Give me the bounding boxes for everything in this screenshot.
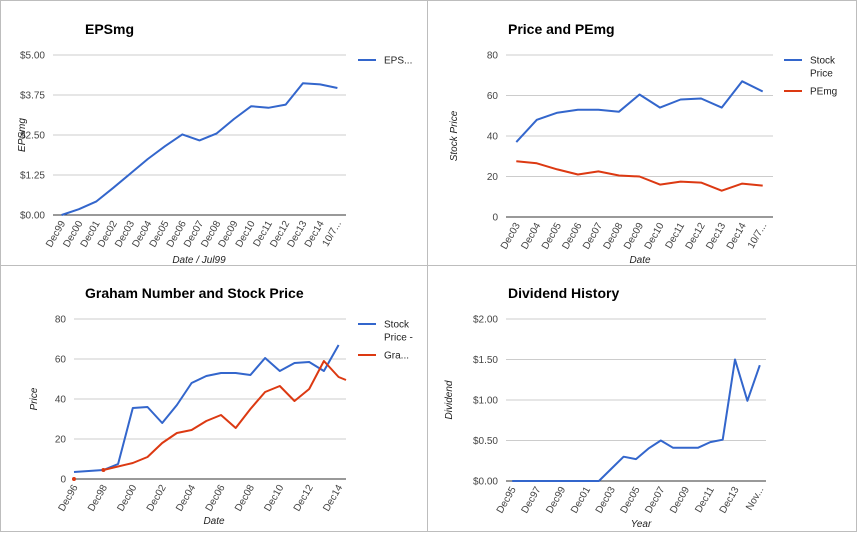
data-point-marker: [101, 468, 106, 472]
x-tick-label: Dec13: [718, 485, 742, 516]
y-tick-label: 60: [55, 355, 67, 366]
chart-panel-graham: Graham Number and Stock Price 0 20 40 60 80 De…: [0, 265, 428, 532]
x-tick-label: Dec09: [668, 485, 692, 516]
x-tick-label: Dec02: [145, 483, 169, 514]
y-tick-label: 80: [55, 315, 67, 326]
x-tick-label: Dec10: [262, 483, 286, 514]
x-tick-label: Dec98: [86, 483, 110, 514]
chart-body: Price and PEmg020406080Dec03Dec04Dec05De…: [449, 21, 837, 266]
x-tick-label: 10/7...: [746, 221, 769, 251]
legend-label: EPS...: [384, 56, 412, 67]
legend-label: Price -: [384, 333, 413, 344]
y-tick-label: $5.00: [20, 51, 45, 62]
y-tick-label: 0: [60, 475, 66, 486]
y-axis-label: Price: [29, 387, 40, 410]
x-tick-label: Dec08: [233, 483, 257, 514]
y-axis-label: EPSmg: [17, 118, 28, 152]
x-tick-label: Dec14: [321, 483, 345, 514]
x-tick-label: Dec06: [204, 483, 228, 514]
series-line-2: [516, 160, 763, 192]
legend-label: Gra...: [384, 351, 409, 362]
chart-title: EPSmg: [85, 21, 134, 37]
chart-epsmg: EPSmg$0.00$1.25$2.50$3.75$5.00Dec99Dec00…: [17, 21, 412, 266]
x-axis-label: Date: [629, 255, 651, 266]
x-tick-label: Dec12: [292, 483, 316, 514]
series-line-2: [103, 360, 347, 471]
chart-title: Price and PEmg: [508, 21, 615, 37]
x-tick-label: Dec01: [569, 485, 593, 516]
chart-body: Graham Number and Stock Price 0 20 40 60 80 De…: [29, 285, 413, 527]
y-tick-label: $2.00: [473, 315, 498, 326]
chart-body: EPSmg$0.00$1.25$2.50$3.75$5.00Dec99Dec00…: [17, 21, 412, 266]
x-tick-label: Dec97: [520, 485, 544, 516]
y-tick-label: $2.50: [20, 131, 45, 142]
y-tick-label: $1.00: [473, 396, 498, 407]
y-tick-label: $0.50: [473, 436, 498, 447]
series-line-1: [515, 80, 764, 143]
y-tick-label: 40: [487, 132, 499, 143]
x-axis-label: Date: [203, 516, 225, 527]
data-point-marker: [72, 477, 76, 481]
y-tick-label: 0: [492, 213, 498, 224]
legend-label: Stock: [384, 320, 410, 331]
y-tick-label: $3.75: [20, 91, 45, 102]
chart-panel-epsmg: EPSmg $0.00 $1.25 $2.50 $3.75 $5.00 Dec99 Dec00…: [0, 0, 428, 266]
series-line-1: [61, 82, 338, 216]
x-axis-label: Year: [631, 519, 652, 530]
x-tick-label: Dec11: [693, 485, 717, 515]
y-tick-label: $0.00: [20, 211, 45, 222]
y-tick-label: 20: [55, 435, 67, 446]
legend-label: Stock: [810, 56, 836, 67]
x-axis-label: Date / Jul99: [172, 255, 226, 266]
chart-title: Dividend History: [508, 285, 619, 301]
legend-label: Price: [810, 69, 833, 80]
series-line-1: [512, 358, 761, 482]
x-tick-label: Dec00: [115, 483, 139, 514]
y-tick-label: $1.50: [473, 355, 498, 366]
y-tick-label: 40: [55, 395, 67, 406]
y-tick-label: $0.00: [473, 477, 498, 488]
x-tick-label: Dec07: [643, 485, 667, 516]
y-axis-label: Dividend: [444, 380, 455, 419]
legend-label: PEmg: [810, 87, 837, 98]
chart-body: Dividend History $0.00 $0.50 $1.00 $1.50 $2.0…: [444, 285, 766, 530]
y-tick-label: $1.25: [20, 171, 45, 182]
x-tick-label: Dec96: [57, 483, 81, 514]
x-tick-label: Dec95: [495, 485, 519, 516]
chart-graham-number: Graham Number and Stock Price 0 20 40 60 80 De…: [29, 285, 413, 527]
chart-price-pemg: Price and PEmg020406080Dec03Dec04Dec05De…: [449, 21, 837, 266]
x-tick-label: Dec03: [594, 485, 618, 516]
y-tick-label: 20: [487, 172, 499, 183]
y-tick-label: 60: [487, 91, 499, 102]
x-tick-label: Dec05: [619, 485, 643, 516]
x-tick-label: Dec14: [725, 221, 749, 252]
y-axis-label: Stock Price: [449, 110, 460, 161]
chart-panel-price-pemg: Price and PEmg 0 20 40 60 80 Dec03 Dec04 Dec05 De…: [427, 0, 857, 266]
y-tick-label: 80: [487, 51, 499, 62]
x-tick-label: Dec04: [174, 483, 198, 514]
chart-dividend-history: Dividend History $0.00 $0.50 $1.00 $1.50 $2.0…: [444, 285, 766, 530]
chart-panel-dividend: Dividend History $0.00 $0.50 $1.00 $1.50 $2.0…: [427, 265, 857, 532]
chart-title: Graham Number and Stock Price: [85, 285, 304, 301]
x-tick-label: Dec10: [643, 221, 667, 252]
x-tick-label: Nov...: [744, 485, 766, 512]
x-tick-label: Dec99: [544, 485, 568, 516]
series-line-1: [73, 344, 340, 473]
